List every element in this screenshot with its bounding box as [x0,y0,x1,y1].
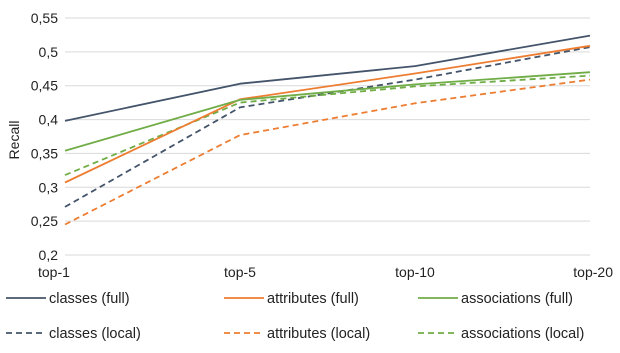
y-tick-label: 0,5 [39,44,59,60]
y-tick-label: 0,45 [31,78,58,94]
legend-label: associations (local) [461,326,584,342]
series-line-3 [64,46,591,208]
x-axis-ticks: top-1 top-5 top-10 top-20 [38,264,613,280]
legend-label: classes (local) [49,326,141,342]
x-tick-label: top-10 [395,264,435,280]
series-line-4 [64,78,591,226]
y-axis-title: Recall [6,121,22,160]
y-tick-label: 0,3 [39,179,59,195]
y-axis-ticks: 0,2 0,25 0,3 0,35 0,4 0,45 0,5 0,55 [31,10,58,263]
x-tick-label: top-20 [573,264,613,280]
gridlines [65,17,590,256]
series-lines [64,34,591,226]
legend-label: attributes (full) [267,291,359,307]
y-tick-label: 0,35 [31,145,58,161]
legend-label: associations (full) [461,291,573,307]
legend: classes (full) attributes (full) associati… [6,291,584,342]
x-tick-label: top-1 [38,264,70,280]
series-line-5 [64,74,591,176]
y-tick-label: 0,55 [31,10,58,26]
series-line-0 [64,34,591,122]
legend-label: classes (full) [49,291,130,307]
series-line-1 [64,44,591,184]
legend-label: attributes (local) [267,326,370,342]
series-line-2 [64,71,591,152]
x-tick-label: top-5 [224,264,256,280]
y-tick-label: 0,25 [31,213,58,229]
y-tick-label: 0,4 [39,112,59,128]
y-tick-label: 0,2 [39,247,59,263]
